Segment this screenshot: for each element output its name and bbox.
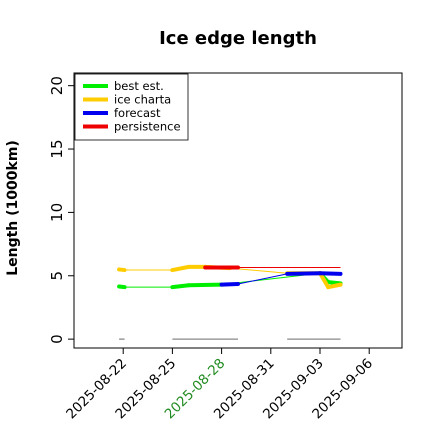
chart-title: Ice edge length xyxy=(159,28,317,49)
series-thick-segment-2-2 xyxy=(285,271,322,276)
plot-area xyxy=(117,264,343,340)
series-thick-segment-1-0 xyxy=(117,267,127,273)
y-tick-label-4: 20 xyxy=(48,76,66,95)
plot-frame xyxy=(73,72,403,349)
y-tick-label-3: 15 xyxy=(48,139,66,158)
y-tick-label-0: 0 xyxy=(48,334,66,344)
series-thick-segment-0-2 xyxy=(170,283,191,290)
series-thick-segment-0-3 xyxy=(186,282,224,288)
y-tick-label-2: 10 xyxy=(48,203,66,222)
y-axis-label: Length (1000km) xyxy=(5,140,21,276)
legend-entry-3: persistence xyxy=(114,120,181,134)
series-thick-segment-1-8 xyxy=(326,282,343,290)
legend-entry-1: ice charta xyxy=(114,93,171,107)
series-thick-segment-1-2 xyxy=(170,264,191,273)
series-thick-segment-2-3 xyxy=(318,271,343,276)
series-thick-segment-2-0 xyxy=(219,282,240,287)
legend-entry-2: forecast xyxy=(114,106,161,120)
series-thick-segment-0-0 xyxy=(117,284,127,290)
series-thick-segment-1-7 xyxy=(318,271,331,290)
y-tick-label-1: 5 xyxy=(48,271,66,281)
legend-entry-0: best est. xyxy=(114,79,164,93)
